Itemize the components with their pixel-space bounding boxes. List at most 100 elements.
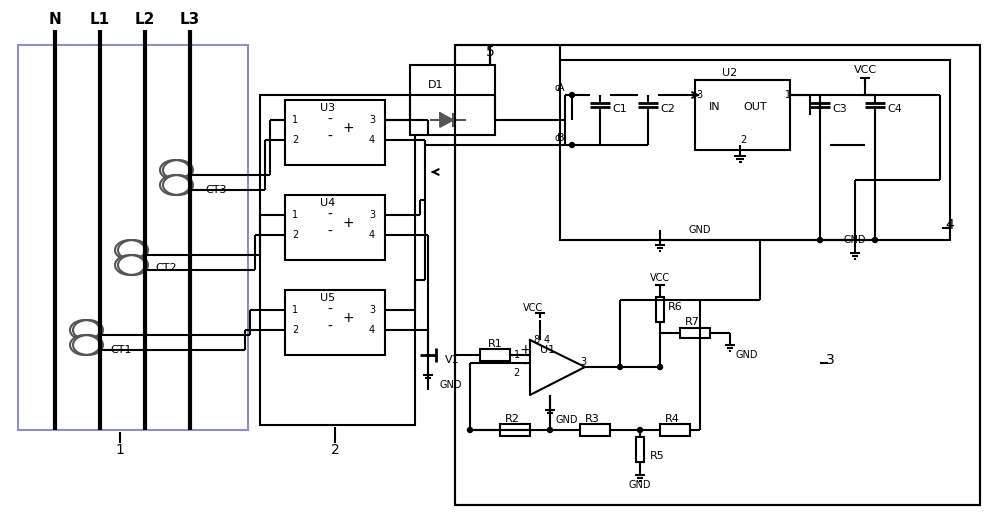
Bar	[285, 195, 385, 260]
Ellipse shape	[115, 240, 145, 260]
Text: -: -	[328, 113, 332, 127]
Polygon shape	[530, 340, 585, 395]
Text: U1: U1	[540, 345, 555, 355]
Bar	[285, 290, 385, 355]
Text: GND: GND	[689, 225, 711, 235]
Bar	[560, 60, 950, 240]
Text: L3: L3	[180, 13, 200, 27]
Bar	[580, 424, 610, 436]
Text: U2: U2	[722, 68, 738, 78]
Bar	[18, 45, 248, 430]
Circle shape	[468, 427, 473, 433]
Text: R6: R6	[668, 302, 683, 312]
Bar	[680, 328, 710, 338]
Text: -: -	[523, 358, 527, 372]
Text: -: -	[328, 303, 332, 317]
Text: -: -	[328, 208, 332, 222]
Bar	[455, 45, 980, 505]
Polygon shape	[440, 113, 453, 127]
Text: 4: 4	[544, 335, 550, 345]
Text: 1: 1	[116, 443, 124, 457]
Bar	[285, 100, 385, 165]
Text: R5: R5	[650, 451, 665, 461]
Bar	[656, 297, 664, 322]
Ellipse shape	[160, 160, 190, 180]
Bar	[260, 95, 415, 425]
Text: IN: IN	[709, 102, 721, 112]
Text: C2: C2	[660, 104, 675, 114]
Circle shape	[658, 365, 662, 369]
Text: +: +	[342, 216, 354, 230]
Text: L2: L2	[135, 13, 155, 27]
Text: 4: 4	[369, 135, 375, 145]
Text: CT1: CT1	[110, 345, 132, 355]
Text: GND: GND	[844, 235, 866, 245]
Ellipse shape	[70, 320, 100, 340]
Text: +: +	[342, 311, 354, 325]
Bar	[660, 424, 690, 436]
Text: OUT: OUT	[743, 102, 767, 112]
Text: 1: 1	[785, 90, 791, 100]
Text: 4: 4	[369, 325, 375, 335]
Circle shape	[818, 238, 822, 242]
Text: CT2: CT2	[155, 263, 177, 273]
Circle shape	[638, 427, 642, 433]
Text: 1: 1	[514, 350, 520, 360]
Text: D1: D1	[428, 80, 444, 90]
Bar	[695, 80, 790, 150]
Text: 2: 2	[292, 135, 298, 145]
Text: GND: GND	[440, 380, 462, 390]
Text: 3: 3	[580, 357, 586, 367]
Text: N: N	[49, 13, 61, 27]
Text: A: A	[557, 83, 565, 93]
Text: 2: 2	[740, 135, 746, 145]
Text: 1: 1	[292, 115, 298, 125]
Text: -: -	[328, 320, 332, 334]
Text: 3: 3	[369, 305, 375, 315]
Ellipse shape	[115, 255, 145, 275]
Bar	[480, 349, 510, 361]
Circle shape	[570, 142, 574, 148]
Text: U3: U3	[320, 103, 335, 113]
Text: VCC: VCC	[523, 303, 543, 313]
Text: -: -	[328, 130, 332, 144]
Text: C1: C1	[612, 104, 627, 114]
Text: +: +	[342, 121, 354, 135]
Text: o: o	[554, 83, 560, 93]
Text: 3: 3	[369, 210, 375, 220]
Text: U5: U5	[320, 293, 335, 303]
Text: C4: C4	[887, 104, 902, 114]
Text: o: o	[554, 133, 560, 143]
Bar	[500, 424, 530, 436]
Text: C3: C3	[832, 104, 847, 114]
Circle shape	[548, 427, 552, 433]
Circle shape	[618, 365, 622, 369]
Text: 2: 2	[514, 368, 520, 378]
Text: 1: 1	[292, 210, 298, 220]
Text: R1: R1	[488, 339, 502, 349]
Text: 3: 3	[369, 115, 375, 125]
Text: U4: U4	[320, 198, 335, 208]
Text: 5: 5	[486, 45, 494, 59]
Bar	[410, 65, 495, 135]
Text: CT3: CT3	[205, 185, 226, 195]
Text: R4: R4	[665, 414, 679, 424]
Text: +: +	[519, 343, 531, 357]
Text: 3: 3	[826, 353, 834, 367]
Circle shape	[570, 93, 574, 97]
Text: -: -	[328, 225, 332, 239]
Text: 4: 4	[946, 218, 954, 232]
Ellipse shape	[160, 175, 190, 195]
Circle shape	[872, 238, 878, 242]
Text: 2: 2	[331, 443, 339, 457]
Text: 1: 1	[292, 305, 298, 315]
Text: VCC: VCC	[650, 273, 670, 283]
Text: GND: GND	[555, 415, 578, 425]
Text: 8: 8	[533, 335, 539, 345]
Text: 2: 2	[292, 230, 298, 240]
Text: VCC: VCC	[853, 65, 877, 75]
Text: R3: R3	[585, 414, 599, 424]
Text: GND: GND	[735, 350, 758, 360]
Text: 3: 3	[696, 90, 702, 100]
Text: B: B	[557, 133, 565, 143]
